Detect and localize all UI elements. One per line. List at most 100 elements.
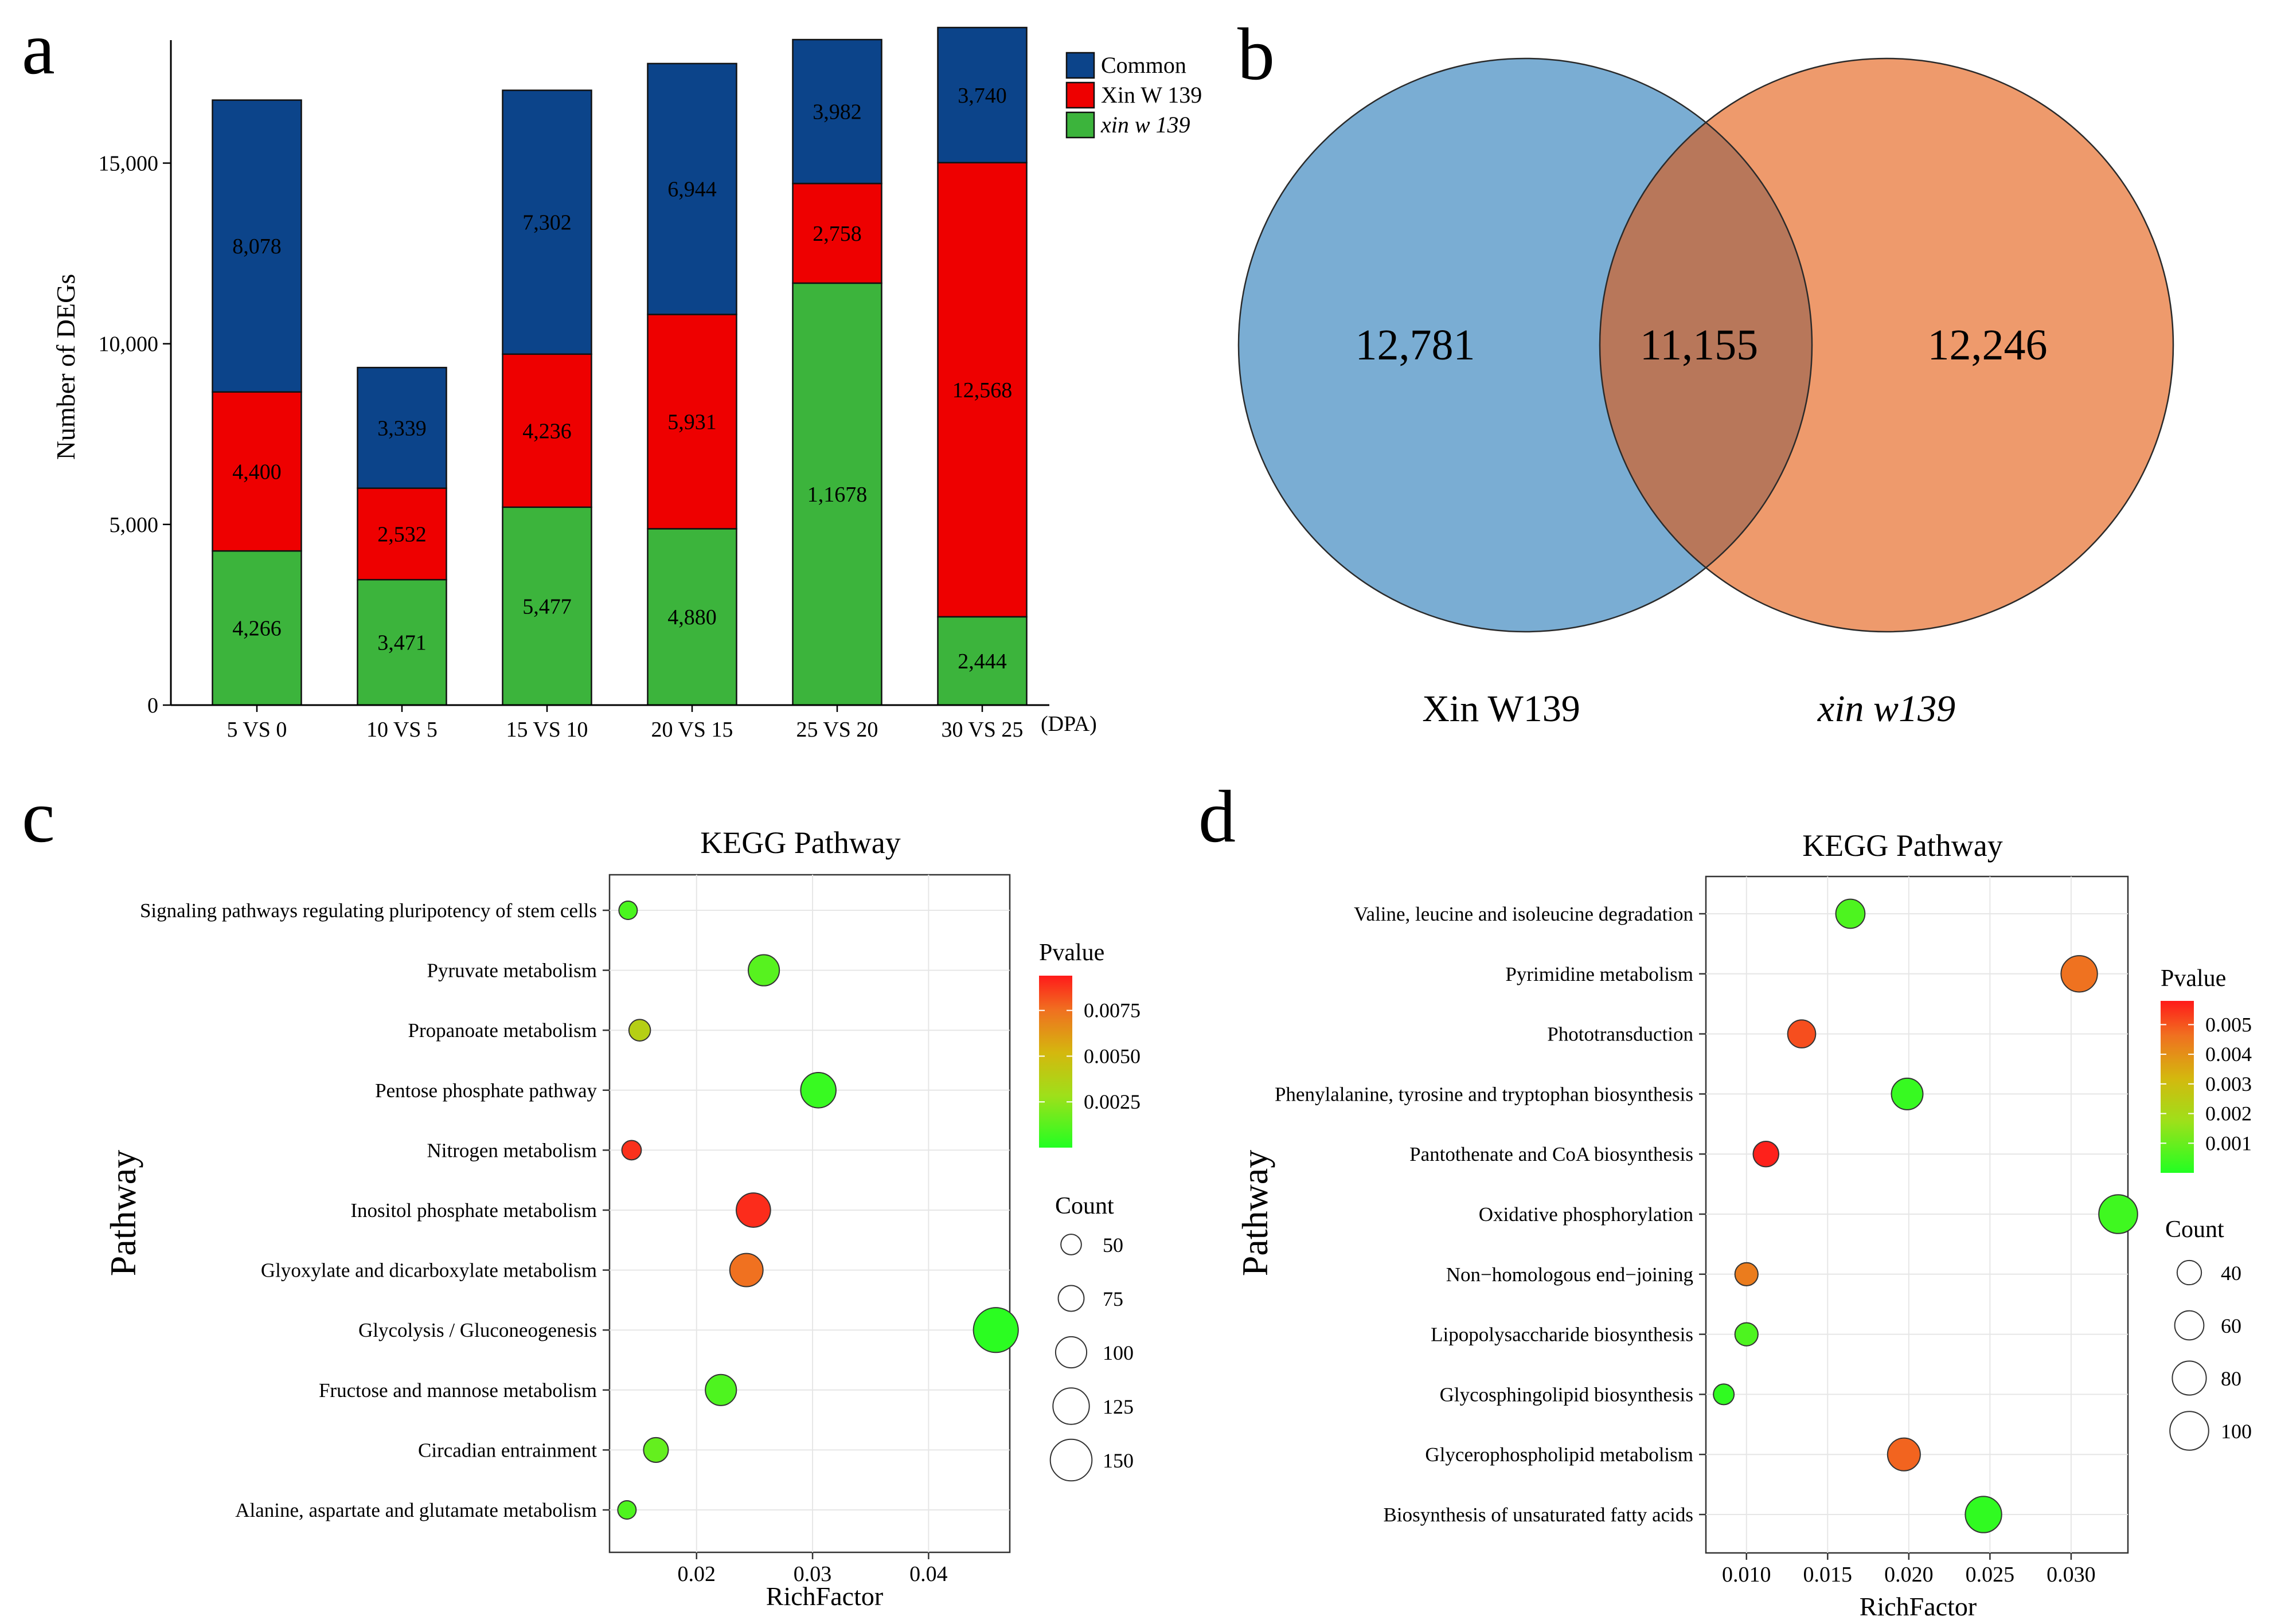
bar-value-label: 8,078	[232, 234, 282, 259]
panel-letter-a: a	[22, 7, 55, 90]
pathway-labels-d: Valine, leucine and isoleucine degradati…	[1275, 903, 1706, 1526]
x-tick-label: 30 VS 25	[942, 718, 1024, 742]
pvalue-tick-label: 0.005	[2205, 1013, 2252, 1036]
plot-area-c	[608, 874, 1011, 1553]
bar-value-label: 6,944	[667, 178, 717, 202]
bar-value-label: 2,532	[377, 522, 427, 546]
legend-label: Xin W 139	[1101, 82, 1202, 108]
count-legend-items-c: 50 75 100 125 150	[1049, 1234, 1134, 1482]
pathway-bubble	[643, 1437, 669, 1463]
pvalue-tick-label: 0.0075	[1084, 999, 1141, 1022]
pvalue-ticks-c: 0.0025 0.0050 0.0075	[1039, 999, 1141, 1113]
venn-set-label-right: xin w139	[1817, 688, 1955, 730]
bar-chart-axes: 5 VS 0 10 VS 5 15 VS 10 20 VS 15 25 VS 20 30 …	[99, 40, 1049, 742]
bar-segment	[647, 314, 737, 530]
bar-value-label: 4,880	[667, 605, 717, 629]
count-legend-circle	[1052, 1387, 1090, 1425]
pathway-bubble	[729, 1253, 764, 1288]
bar-value-label: 3,471	[377, 631, 427, 655]
legend-swatch	[1065, 52, 1095, 79]
pathway-bubble	[1835, 898, 1866, 929]
bar-segment	[502, 353, 592, 508]
bar-segment	[647, 62, 737, 315]
pvalue-tick-label: 0.003	[2205, 1073, 2252, 1095]
x-tick-label: 0.04	[909, 1562, 948, 1586]
bar-value-label: 5,931	[667, 410, 717, 434]
x-tick-label: 0.015	[1803, 1563, 1853, 1587]
pvalue-tick-label: 0.002	[2205, 1102, 2252, 1125]
pvalue-tick-label: 0.001	[2205, 1132, 2252, 1155]
bar-segment	[502, 89, 592, 355]
pathway-bubble	[973, 1307, 1019, 1353]
pathway-label: Phenylalanine, tyrosine and tryptophan b…	[1275, 1083, 1693, 1105]
pathway-bubble	[618, 901, 638, 920]
pathway-bubble	[1752, 1140, 1779, 1168]
y-axis-title-d: Pathway	[1235, 1150, 1275, 1276]
x-tick-label: 0.02	[677, 1562, 716, 1586]
y-tick-label: 0	[147, 694, 158, 718]
pathway-bubble	[2060, 955, 2098, 993]
deg-bar-chart: 4,266 4,400 8,078 3,471 2,532 3,339 5,477 4,236…	[51, 26, 1202, 742]
bar-value-label: 3,339	[377, 416, 427, 440]
pathway-bubble	[617, 1500, 637, 1520]
x-axis-unit: (DPA)	[1041, 712, 1097, 736]
kegg-title-d: KEGG Pathway	[1802, 828, 2002, 863]
pathway-label: Pyrimidine metabolism	[1505, 963, 1693, 985]
x-tick-label: 0.010	[1722, 1563, 1771, 1587]
pathway-bubble	[1887, 1437, 1921, 1472]
y-axis-title-c: Pathway	[103, 1150, 143, 1276]
pathway-bubble	[705, 1373, 737, 1406]
venn-outline-left	[1237, 57, 1813, 633]
bar-segment	[792, 38, 882, 185]
pathway-bubble	[748, 954, 780, 987]
pathway-label: Pyruvate metabolism	[427, 960, 597, 982]
pathway-label: Oxidative phosphorylation	[1479, 1203, 1693, 1226]
x-tick-label: 5 VS 0	[227, 718, 287, 742]
x-axis-c: 0.02 0.03 0.04	[677, 1552, 948, 1586]
bar-segment	[792, 282, 882, 706]
bar-value-label: 4,400	[232, 460, 282, 484]
count-legend-label: 50	[1103, 1234, 1123, 1257]
x-axis-title-d: RichFactor	[1860, 1592, 1977, 1621]
y-tick-label: 10,000	[99, 332, 159, 357]
x-tick-label: 25 VS 20	[796, 718, 878, 742]
legend-label: xin w 139	[1100, 112, 1190, 138]
count-legend-label: 75	[1103, 1288, 1123, 1310]
bar-value-label: 1,1678	[807, 483, 868, 507]
pathway-bubble	[736, 1192, 771, 1228]
kegg-bubble-chart-c: KEGG Pathway Signaling pathways regulati…	[103, 825, 1141, 1611]
bar-segment	[937, 26, 1028, 164]
venn-left-only-count: 12,781	[1356, 321, 1475, 369]
bar-segment	[357, 487, 447, 581]
pvalue-colorbar-d	[2161, 1001, 2194, 1173]
pathway-label: Glyoxylate and dicarboxylate metabolism	[261, 1259, 597, 1282]
count-legend-label: 100	[1103, 1341, 1134, 1364]
count-legend-circle	[2176, 1259, 2202, 1286]
bar-segment	[647, 528, 737, 706]
x-tick-label: 0.030	[2047, 1563, 2096, 1587]
count-legend-items-d: 40 60 80 100	[2169, 1259, 2252, 1451]
pvalue-legend-title-d: Pvalue	[2161, 965, 2226, 992]
pathway-bubble	[2098, 1194, 2138, 1234]
bubbles-c	[617, 901, 1019, 1520]
x-axis-d: 0.010 0.015 0.020 0.025 0.030	[1722, 1553, 2096, 1587]
pathway-label: Pantothenate and CoA biosynthesis	[1409, 1143, 1693, 1165]
pathway-bubble	[628, 1019, 651, 1042]
legend-label: Common	[1101, 52, 1186, 78]
count-legend-circle	[1057, 1285, 1085, 1312]
y-axis-label: Number of DEGs	[51, 274, 80, 460]
bar-legend: Common Xin W 139 xin w 139	[1065, 52, 1202, 139]
bar-segment	[357, 366, 447, 489]
pvalue-colorbar-c	[1039, 976, 1072, 1148]
pathway-label: Glycolysis / Gluconeogenesis	[358, 1319, 597, 1341]
x-tick-label: 0.025	[1966, 1563, 2015, 1587]
bar-segment	[212, 99, 302, 393]
pathway-bubble	[1734, 1322, 1759, 1347]
bar-value-label: 3,982	[813, 100, 862, 124]
panel-letter-c: c	[22, 776, 55, 858]
pathway-label: Valine, leucine and isoleucine degradati…	[1354, 903, 1693, 925]
pathway-label: Signaling pathways regulating pluripoten…	[140, 899, 597, 922]
kegg-bubble-chart-d: KEGG Pathway Valine, leucine and isoleuc…	[1235, 828, 2252, 1621]
pathway-label: Lipopolysaccharide biosynthesis	[1431, 1324, 1693, 1346]
